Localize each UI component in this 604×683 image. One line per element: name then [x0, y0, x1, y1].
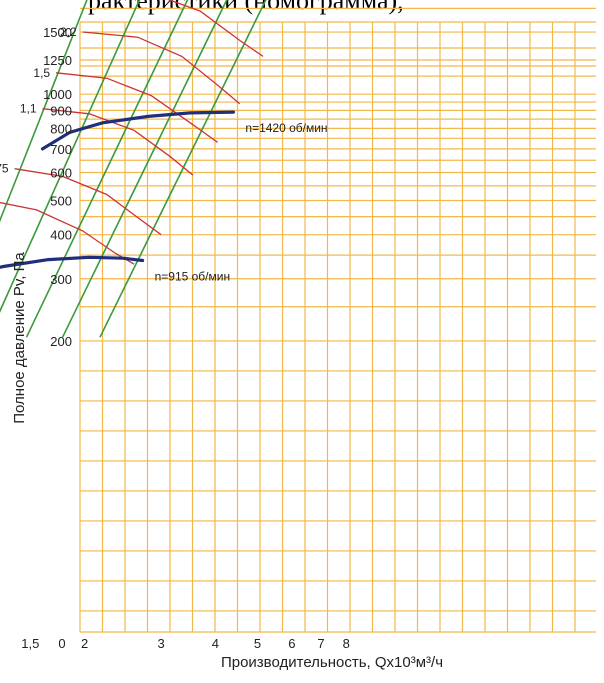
x-tick-label: 2	[81, 636, 88, 651]
y-tick-label: 200	[50, 334, 72, 349]
x-tick-label: 7	[317, 636, 324, 651]
y-tick-label: 600	[50, 166, 72, 181]
y-tick-label: 1250	[43, 53, 72, 68]
efficiency-line	[0, 0, 88, 223]
x-tick-label: 8	[343, 636, 350, 651]
y-axis-title: Полное давление Pv, Па	[11, 252, 28, 424]
power-curve-label: 1,5	[33, 66, 50, 80]
speed-curve	[0, 255, 145, 269]
grid-layer	[79, 7, 596, 633]
y-tick-label: 900	[50, 103, 72, 118]
y-tick-label: 300	[50, 272, 72, 287]
power-curve-label: 0,75	[0, 162, 9, 176]
power-curve	[42, 108, 194, 176]
x-axis-title: Производительность, Qx10³м³/ч	[221, 654, 443, 671]
power-curve	[167, 0, 264, 57]
x-tick-label: 5	[254, 636, 261, 651]
y-tick-label: 800	[50, 121, 72, 136]
speed-curves-layer	[0, 110, 235, 269]
tick-labels-layer: 2003004005006007008009001000125015002000…	[21, 25, 350, 651]
efficiency-line	[61, 0, 228, 338]
x-tick-label: 3	[157, 636, 164, 651]
power-curve-label: 1,1	[20, 102, 37, 116]
efficiency-line	[25, 0, 189, 338]
efficiency-line	[0, 0, 141, 313]
power-curve	[14, 168, 162, 236]
speed-curve-label: n=915 об/мин	[155, 270, 231, 284]
y-tick-label: 700	[50, 142, 72, 157]
power-curve	[56, 72, 219, 143]
y-tick-label: 400	[50, 228, 72, 243]
efficiency-lines-layer	[0, 0, 267, 338]
speed-curve	[40, 110, 235, 151]
x-tick-label: 4	[212, 636, 219, 651]
speed-curve-label: n=1420 об/мин	[245, 121, 327, 135]
x-tick-label: 6	[288, 636, 295, 651]
power-curve	[82, 31, 241, 105]
power-curve-label: 2,2	[60, 25, 77, 39]
labels-layer: η=0,55η=0,64η=0,71η=0,64η=0,55Ny=3,0 кВт…	[0, 25, 328, 284]
y-tick-label: 1000	[43, 87, 72, 102]
x-tick-label: 1,5	[21, 636, 39, 651]
efficiency-line	[99, 0, 267, 338]
y-tick-label: 500	[50, 193, 72, 208]
y-tick-label: 1500	[43, 25, 72, 40]
origin-label: 0	[58, 636, 65, 651]
cropped-heading-text: рактеристики (номограмма),	[88, 0, 404, 15]
